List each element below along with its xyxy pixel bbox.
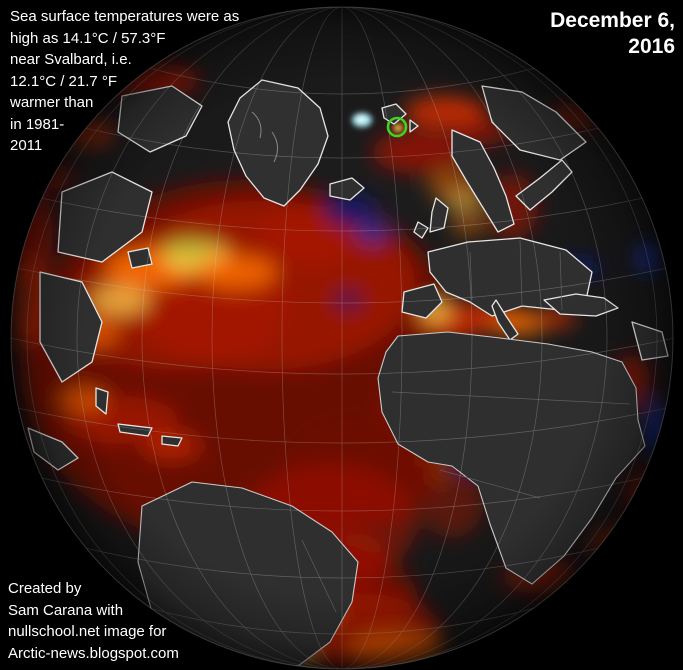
credit-line: Sam Carana with: [8, 601, 124, 619]
date-line: 2016: [628, 35, 675, 58]
limb-shading: [11, 7, 673, 669]
date-label: December 6, 2016: [550, 8, 675, 60]
annotation-line: high as 14.1°C / 57.3°F: [10, 29, 166, 47]
credit-text: Created by Sam Carana with nullschool.ne…: [8, 578, 179, 664]
credit-line: nullschool.net image for: [8, 623, 167, 640]
annotation-line: Sea surface temperatures were as: [10, 8, 240, 25]
annotation-line: in 1981-: [10, 115, 65, 133]
annotation-line: warmer than: [10, 94, 94, 111]
annotation-line: near Svalbard, i.e.: [10, 51, 132, 68]
annotation-text: Sea surface temperatures were as high as…: [10, 6, 278, 157]
svalbard-anomaly-marker: [386, 116, 408, 138]
credit-line: Created by: [8, 580, 82, 597]
globe-rim: [10, 6, 674, 670]
date-line: December 6,: [550, 9, 675, 32]
annotation-line: 2011: [10, 137, 43, 154]
annotation-line: 12.1°C / 21.7 °F: [10, 72, 118, 90]
credit-line: Arctic-news.blogspot.com: [8, 644, 179, 662]
